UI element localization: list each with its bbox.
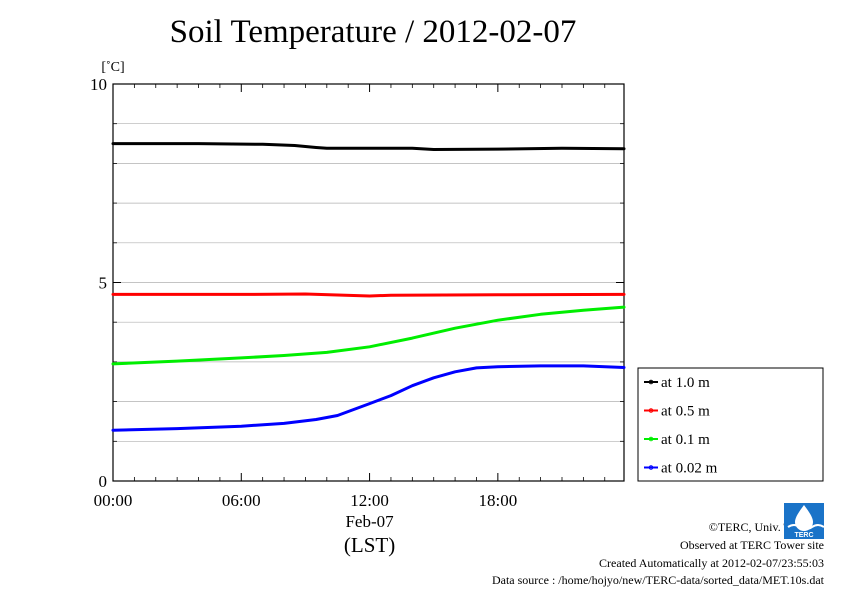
x-tick-label: 00:00 (94, 491, 133, 510)
legend-marker-1 (648, 408, 654, 413)
created-text: Created Automatically at 2012-02-07/23:5… (599, 556, 824, 570)
legend-marker-0 (648, 379, 654, 385)
legend-marker-2 (648, 436, 654, 442)
legend-label-2: at 0.1 m (661, 432, 710, 448)
legend-label-3: at 0.02 m (661, 461, 718, 477)
y-tick-label: 0 (99, 472, 108, 491)
terc-logo-icon: TERC (784, 503, 824, 539)
x-tick-label: 18:00 (478, 491, 517, 510)
y-unit-label: [˚C] (101, 60, 124, 75)
legend-box (637, 367, 824, 482)
observed-text: Observed at TERC Tower site (679, 538, 824, 552)
legend-label-1: at 0.5 m (661, 404, 710, 420)
series-line-0 (111, 142, 626, 151)
x-tick-label: 06:00 (222, 491, 261, 510)
legend-marker-3 (648, 465, 654, 470)
x-tick-label: 12:00 (350, 491, 389, 510)
chart-title: Soil Temperature / 2012-02-07 (169, 14, 577, 50)
data-source-text: Data source : /home/hojyo/new/TERC-data/… (491, 573, 824, 587)
series-line-3 (111, 364, 626, 432)
legend-label-0: at 1.0 m (661, 375, 710, 391)
series-line-2 (111, 305, 626, 366)
series-line-1 (111, 292, 626, 298)
y-tick-label: 10 (90, 75, 107, 94)
x-axis-label: (LST) (344, 533, 395, 557)
logo-label: TERC (794, 532, 813, 539)
x-date-label: Feb-07 (345, 512, 394, 531)
y-tick-label: 5 (99, 274, 108, 293)
